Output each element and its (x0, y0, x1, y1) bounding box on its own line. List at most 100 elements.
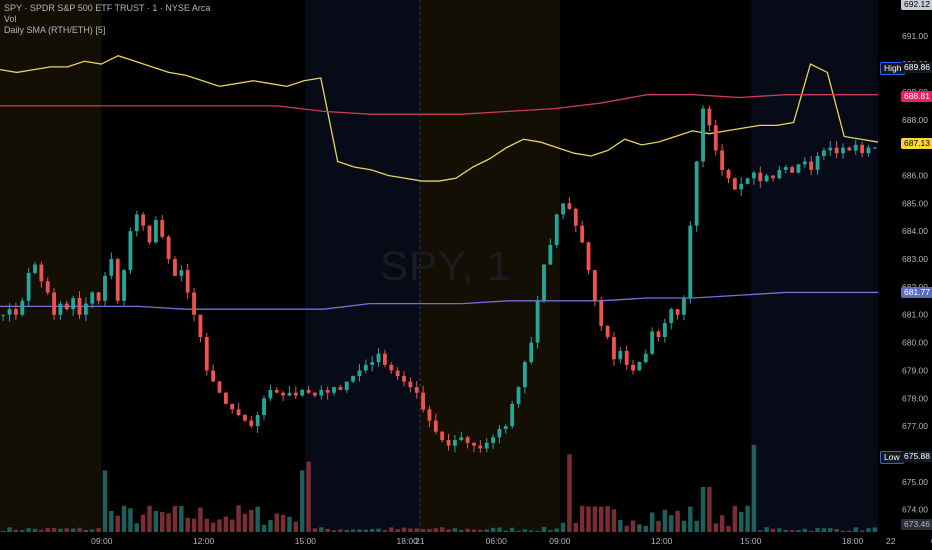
candle-body (325, 389, 330, 393)
volume-bar (560, 522, 566, 532)
candle-body (853, 144, 858, 151)
volume-bar (274, 513, 279, 532)
candle-body (300, 389, 305, 396)
candle-body (287, 392, 292, 396)
candle-body (548, 245, 553, 265)
volume-bar (344, 529, 349, 532)
volume-bar (172, 505, 178, 532)
volume-bar (217, 519, 222, 532)
candle-body (198, 314, 203, 338)
candle-body (815, 155, 820, 170)
volume-bar (0, 530, 6, 532)
volume-bar (828, 528, 833, 532)
candle-body (522, 362, 527, 388)
candle-body (363, 364, 368, 371)
volume-bar (280, 514, 286, 532)
volume-bar (121, 505, 127, 532)
price-tick-label: 688.00 (902, 115, 928, 125)
candle-body (13, 309, 18, 315)
candle-body (122, 270, 126, 301)
volume-bar (261, 524, 267, 532)
session-band-afterhours (305, 0, 420, 532)
candle-body (173, 259, 177, 276)
candle-body (465, 437, 470, 443)
candle-body (33, 264, 37, 273)
volume-bar (611, 509, 617, 532)
volume-bar (643, 525, 649, 532)
volume-bar (834, 529, 839, 532)
candle-body (472, 442, 476, 446)
candle-body (561, 203, 565, 215)
volume-bar (325, 528, 330, 532)
candle-body (90, 292, 95, 304)
last-price-tag: 692.12 (901, 0, 932, 11)
candle-body (841, 147, 845, 154)
candle-body (452, 440, 457, 446)
volume-bar (770, 528, 776, 532)
session-band-premarket (0, 0, 102, 532)
candle-body (383, 353, 387, 365)
candle-body (688, 225, 693, 299)
price-axis-panel[interactable] (878, 0, 932, 550)
time-axis-panel[interactable] (0, 532, 932, 550)
candle-body (77, 298, 82, 315)
candle-body (96, 292, 101, 301)
volume-indicator-label[interactable]: Vol (4, 14, 17, 24)
candle-body (71, 298, 76, 310)
candle-body (707, 108, 712, 126)
volume-bar (179, 506, 184, 532)
volume-bar (236, 505, 241, 532)
volume-bar (312, 528, 318, 532)
volume-bar (599, 506, 604, 532)
candle-body (637, 362, 642, 371)
candle-body (694, 161, 699, 226)
candle-body (872, 147, 877, 149)
candle-body (599, 300, 604, 326)
volume-bar (446, 529, 451, 532)
volume-bar (39, 529, 44, 532)
volume-bar (134, 523, 140, 532)
candle-body (103, 275, 107, 301)
candle-body (631, 364, 635, 371)
volume-bar (96, 528, 101, 532)
volume-bar (77, 527, 82, 532)
volume-bar (147, 505, 152, 532)
volume-bar (681, 520, 687, 532)
symbol-title[interactable]: SPY · SPDR S&P 500 ETF TRUST · 1 · NYSE … (4, 3, 211, 13)
candle-body (764, 175, 769, 182)
volume-bar (484, 529, 489, 532)
candle-body (802, 161, 807, 165)
candle-body (822, 150, 826, 156)
volume-bar (707, 487, 712, 532)
volume-bar (529, 530, 534, 532)
candle-body (134, 214, 139, 232)
sma-indicator-label[interactable]: Daily SMA (RTH/ETH) [5] (4, 25, 106, 35)
volume-bar (522, 529, 528, 532)
candle-body (20, 300, 25, 315)
volume-bar (160, 511, 165, 532)
volume-bar (548, 530, 553, 532)
volume-bar (185, 517, 190, 532)
volume-bar (229, 519, 235, 532)
candle-body (567, 203, 572, 209)
session-band-regular (101, 0, 306, 532)
volume-bar (433, 528, 439, 532)
volume-bar (249, 509, 254, 532)
session-band-premarket (419, 0, 560, 532)
candle-body (592, 270, 597, 301)
volume-bar (764, 527, 769, 532)
volume-bar (166, 513, 171, 532)
volume-bar (802, 528, 808, 532)
candle-body (656, 331, 661, 338)
volume-bar (516, 530, 521, 532)
candle-body (160, 220, 165, 237)
volume-bar (306, 461, 311, 532)
time-tick-label: 06:00 (931, 536, 932, 546)
volume-bar (567, 454, 572, 532)
candle-body (675, 309, 680, 315)
candle-body (166, 236, 171, 260)
candle-body (313, 392, 317, 396)
volume-bar (579, 505, 585, 532)
